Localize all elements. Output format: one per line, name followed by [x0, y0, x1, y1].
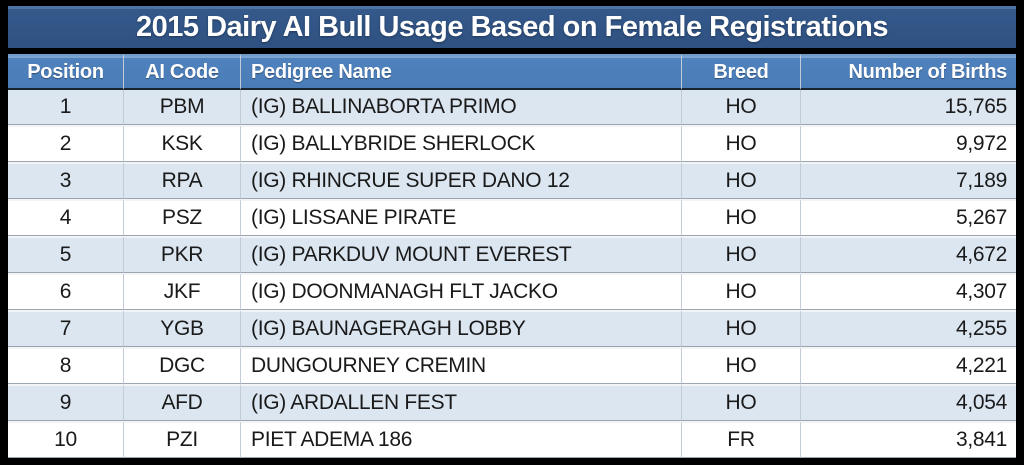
table-row: 6 JKF (IG) DOONMANAGH FLT JACKO HO 4,307 — [8, 273, 1016, 310]
cell-pedigree-name: PIET ADEMA 186 — [240, 421, 681, 458]
cell-breed: HO — [681, 90, 800, 125]
cell-breed: HO — [681, 310, 800, 347]
page-title: 2015 Dairy AI Bull Usage Based on Female… — [136, 10, 888, 43]
cell-ai-code: DGC — [123, 347, 240, 384]
column-header-pedigree-name: Pedigree Name — [240, 54, 681, 90]
cell-position: 3 — [8, 162, 123, 199]
cell-pedigree-name: (IG) ARDALLEN FEST — [240, 384, 681, 421]
cell-position: 8 — [8, 347, 123, 384]
table-row: 3 RPA (IG) RHINCRUE SUPER DANO 12 HO 7,189 — [8, 162, 1016, 199]
cell-number-of-births: 5,267 — [800, 199, 1016, 236]
table-row: 1 PBM (IG) BALLINABORTA PRIMO HO 15,765 — [8, 90, 1016, 125]
cell-number-of-births: 4,307 — [800, 273, 1016, 310]
cell-pedigree-name: (IG) BALLINABORTA PRIMO — [240, 90, 681, 125]
table-row: 5 PKR (IG) PARKDUV MOUNT EVEREST HO 4,672 — [8, 236, 1016, 273]
cell-number-of-births: 3,841 — [800, 421, 1016, 458]
table-row: 7 YGB (IG) BAUNAGERAGH LOBBY HO 4,255 — [8, 310, 1016, 347]
cell-position: 6 — [8, 273, 123, 310]
cell-number-of-births: 4,054 — [800, 384, 1016, 421]
cell-number-of-births: 9,972 — [800, 125, 1016, 162]
cell-ai-code: RPA — [123, 162, 240, 199]
cell-pedigree-name: (IG) LISSANE PIRATE — [240, 199, 681, 236]
cell-position: 5 — [8, 236, 123, 273]
cell-ai-code: PKR — [123, 236, 240, 273]
cell-breed: HO — [681, 162, 800, 199]
cell-pedigree-name: (IG) DOONMANAGH FLT JACKO — [240, 273, 681, 310]
cell-number-of-births: 4,221 — [800, 347, 1016, 384]
cell-ai-code: YGB — [123, 310, 240, 347]
cell-pedigree-name: (IG) BALLYBRIDE SHERLOCK — [240, 125, 681, 162]
bull-usage-table: Position AI Code Pedigree Name Breed Number … — [8, 54, 1016, 458]
cell-pedigree-name: DUNGOURNEY CREMIN — [240, 347, 681, 384]
cell-pedigree-name: (IG) RHINCRUE SUPER DANO 12 — [240, 162, 681, 199]
column-header-position: Position — [8, 54, 123, 90]
cell-position: 1 — [8, 90, 123, 125]
cell-breed: HO — [681, 199, 800, 236]
cell-number-of-births: 4,672 — [800, 236, 1016, 273]
cell-number-of-births: 15,765 — [800, 90, 1016, 125]
column-header-ai-code: AI Code — [123, 54, 240, 90]
cell-breed: HO — [681, 273, 800, 310]
title-bar: 2015 Dairy AI Bull Usage Based on Female… — [8, 6, 1016, 48]
cell-breed: HO — [681, 347, 800, 384]
cell-number-of-births: 7,189 — [800, 162, 1016, 199]
cell-ai-code: PBM — [123, 90, 240, 125]
cell-pedigree-name: (IG) PARKDUV MOUNT EVEREST — [240, 236, 681, 273]
cell-position: 4 — [8, 199, 123, 236]
table-row: 8 DGC DUNGOURNEY CREMIN HO 4,221 — [8, 347, 1016, 384]
column-header-number-of-births: Number of Births — [800, 54, 1016, 90]
cell-ai-code: PSZ — [123, 199, 240, 236]
cell-breed: HO — [681, 125, 800, 162]
cell-ai-code: AFD — [123, 384, 240, 421]
cell-position: 10 — [8, 421, 123, 458]
cell-position: 9 — [8, 384, 123, 421]
cell-ai-code: JKF — [123, 273, 240, 310]
table-row: 10 PZI PIET ADEMA 186 FR 3,841 — [8, 421, 1016, 458]
cell-pedigree-name: (IG) BAUNAGERAGH LOBBY — [240, 310, 681, 347]
cell-breed: HO — [681, 236, 800, 273]
cell-position: 2 — [8, 125, 123, 162]
cell-breed: HO — [681, 384, 800, 421]
table-row: 9 AFD (IG) ARDALLEN FEST HO 4,054 — [8, 384, 1016, 421]
cell-breed: FR — [681, 421, 800, 458]
cell-ai-code: PZI — [123, 421, 240, 458]
table-row: 4 PSZ (IG) LISSANE PIRATE HO 5,267 — [8, 199, 1016, 236]
cell-position: 7 — [8, 310, 123, 347]
table-row: 2 KSK (IG) BALLYBRIDE SHERLOCK HO 9,972 — [8, 125, 1016, 162]
table-header-row: Position AI Code Pedigree Name Breed Number … — [8, 54, 1016, 90]
cell-ai-code: KSK — [123, 125, 240, 162]
cell-number-of-births: 4,255 — [800, 310, 1016, 347]
column-header-breed: Breed — [681, 54, 800, 90]
